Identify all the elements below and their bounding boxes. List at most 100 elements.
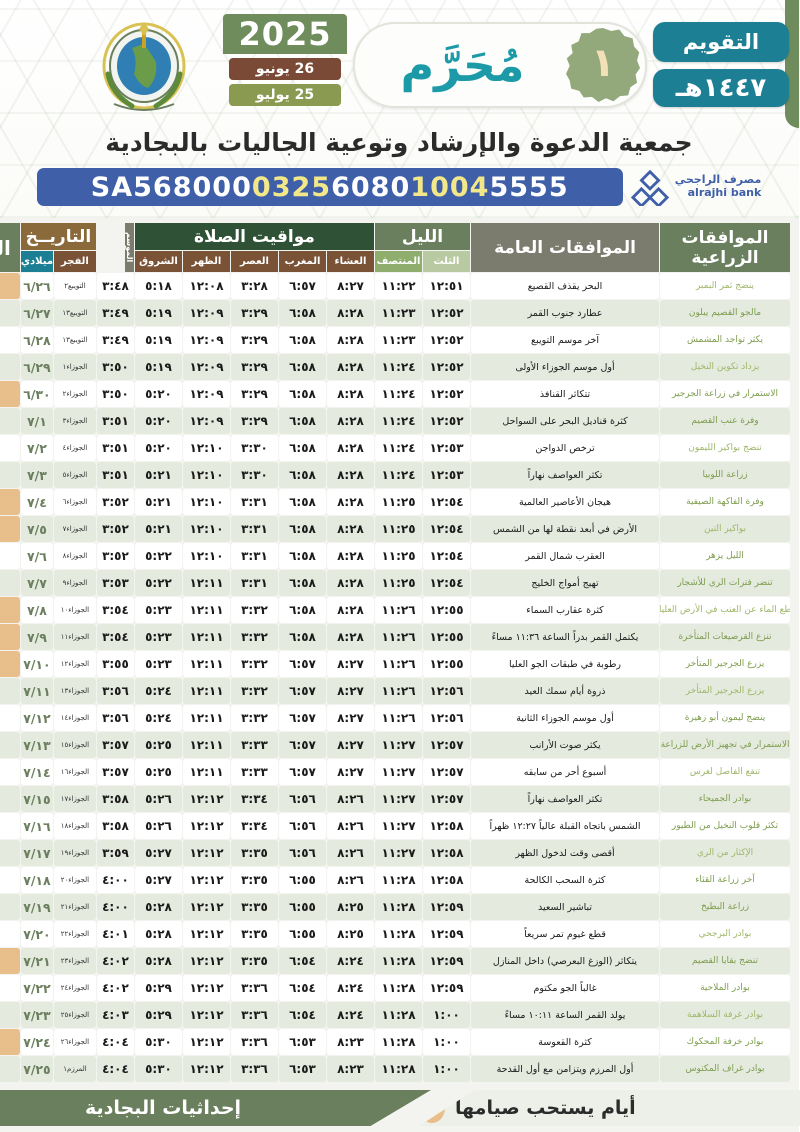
cell-isha: ٨:٢٨ bbox=[327, 624, 375, 650]
cell-asr: ٣:٣٤ bbox=[231, 813, 279, 839]
cell-season: الجوزاء٦ bbox=[54, 489, 97, 515]
cell-agricultural: ينضج ثمر البمبر bbox=[661, 273, 791, 299]
page-header: التقويم الهجري ١٤٤٧هـ ١ مُحَرَّم 2025 26… bbox=[0, 0, 800, 126]
cell-maghrib: ٦:٥٥ bbox=[279, 894, 327, 920]
cell-season: الجوزاء٤ bbox=[54, 435, 97, 461]
cell-maghrib: ٦:٥٧ bbox=[279, 732, 327, 758]
cell-gregorian: ٦/٢٩ bbox=[21, 354, 54, 380]
cell-midnight: ١١:٢٤ bbox=[375, 462, 423, 488]
cell-dhuhr: ١٢:٠٩ bbox=[183, 354, 231, 380]
cell-midnight: ١١:٢٦ bbox=[375, 651, 423, 677]
cell-dhuhr: ١٢:٠٩ bbox=[183, 327, 231, 353]
cell-asr: ٣:٣٦ bbox=[231, 1029, 279, 1055]
month-number: ١ bbox=[591, 40, 617, 86]
cell-gregorian: ٧/١٠ bbox=[21, 651, 54, 677]
cell-dhuhr: ١٢:١٠ bbox=[183, 462, 231, 488]
fasting-legend: أيام يستحب صيامها bbox=[420, 1090, 800, 1126]
cell-shuruq: ٥:٢٨ bbox=[135, 894, 183, 920]
cell-gregorian: ٦/٢٦ bbox=[21, 273, 54, 299]
cell-season: الجوزاء٩ bbox=[54, 570, 97, 596]
cell-fajr: ٤:٠١ bbox=[97, 921, 135, 947]
th-agricultural: الموافقات الزراعية bbox=[661, 223, 791, 272]
cell-gregorian: ٦/٢٨ bbox=[21, 327, 54, 353]
cell-isha: ٨:٢٧ bbox=[327, 732, 375, 758]
bank-name-en: alrajhi bank bbox=[688, 186, 763, 199]
cell-shuruq: ٥:٢٠ bbox=[135, 435, 183, 461]
cell-gregorian: ٧/١٤ bbox=[21, 759, 54, 785]
table-row: تنزع القرصيعات المتأخرة يكتمل القمر بدراً… bbox=[0, 624, 791, 650]
th-maghrib: المغرب bbox=[279, 251, 327, 272]
iban-char: 2 bbox=[292, 171, 313, 203]
cell-hijri: ٧ bbox=[0, 435, 21, 461]
cell-fajr: ٣:٥٠ bbox=[97, 381, 135, 407]
table-row: يكثر تواجد المشمش آخر موسم التويبع ١٢:٥٢ ١١… bbox=[0, 327, 791, 353]
cell-fajr: ٣:٥٤ bbox=[97, 597, 135, 623]
cell-maghrib: ٦:٥٧ bbox=[279, 651, 327, 677]
cell-dhuhr: ١٢:١٢ bbox=[183, 921, 231, 947]
cell-midnight: ١١:٢٢ bbox=[375, 273, 423, 299]
month-number-medallion: ١ bbox=[567, 28, 641, 102]
cell-gregorian: ٧/١٩ bbox=[21, 894, 54, 920]
table-row: بوادر غراف المكتوس أول المرزم ويتزامن مع … bbox=[0, 1056, 791, 1082]
cell-fajr: ٣:٥٢ bbox=[97, 489, 135, 515]
cell-maghrib: ٦:٥٤ bbox=[279, 975, 327, 1001]
cell-agricultural: قطع الماء عن العنب في الأرض العليلة bbox=[661, 597, 791, 623]
cell-midnight: ١١:٢٨ bbox=[375, 921, 423, 947]
bank-brand: مصرف الراجحي alrajhi bank bbox=[631, 168, 763, 206]
cell-asr: ٣:٣٢ bbox=[231, 597, 279, 623]
cell-general: الشمس باتجاه القبلة عالياً ١٢:٢٧ ظهراً bbox=[472, 813, 660, 839]
cell-fajr: ٣:٥٨ bbox=[97, 786, 135, 812]
cell-season: التويبع٢ bbox=[54, 273, 97, 299]
cell-agricultural: الاستمرار في تجهيز الأرض للزراعة bbox=[661, 732, 791, 758]
cell-third: ١٢:٥١ bbox=[424, 273, 471, 299]
cell-maghrib: ٦:٥٨ bbox=[279, 624, 327, 650]
cell-season: الجوزاء٢٢ bbox=[54, 921, 97, 947]
cell-third: ١٢:٥٢ bbox=[424, 300, 471, 326]
cell-maghrib: ٦:٥٨ bbox=[279, 516, 327, 542]
iban-char: 3 bbox=[272, 171, 293, 203]
cell-third: ١٢:٥٣ bbox=[424, 435, 471, 461]
cell-third: ١٢:٥٨ bbox=[424, 813, 471, 839]
table-row: زراعة البطيخ تباشير السعيد ١٢:٥٩ ١١:٢٨ ٨:٢٥ ٦… bbox=[0, 894, 791, 920]
cell-isha: ٨:٢٦ bbox=[327, 867, 375, 893]
cell-agricultural: زراعة البطيخ bbox=[661, 894, 791, 920]
th-dhuhr: الظهر bbox=[183, 251, 231, 272]
donation-iban-row: مصرف الراجحي alrajhi bank SA568000032560… bbox=[0, 166, 800, 208]
cell-maghrib: ٦:٥٨ bbox=[279, 435, 327, 461]
cell-general: العقرب شمال القمر bbox=[472, 543, 660, 569]
cell-midnight: ١١:٢٨ bbox=[375, 1029, 423, 1055]
th-third: الثلث bbox=[424, 251, 471, 272]
cell-general: تهيج أمواج الخليج bbox=[472, 570, 660, 596]
cell-fajr: ٣:٤٨ bbox=[97, 273, 135, 299]
cell-midnight: ١١:٢٨ bbox=[375, 975, 423, 1001]
table-row: مالجو القصيم يبلون عطارد جنوب القمر ١٢:٥٢ ١… bbox=[0, 300, 791, 326]
cell-shuruq: ٥:٢١ bbox=[135, 516, 183, 542]
iban-char: S bbox=[91, 171, 113, 203]
cell-gregorian: ٧/١٥ bbox=[21, 786, 54, 812]
th-gregorian: ميلادي bbox=[22, 251, 54, 272]
cell-hijri: ٣ bbox=[0, 327, 21, 353]
cell-isha: ٨:٢٤ bbox=[327, 975, 375, 1001]
iban-char: 0 bbox=[193, 171, 214, 203]
cell-midnight: ١١:٢٦ bbox=[375, 705, 423, 731]
cell-dhuhr: ١٢:١٢ bbox=[183, 867, 231, 893]
cell-gregorian: ٧/٣ bbox=[21, 462, 54, 488]
bank-name-ar: مصرف الراجحي bbox=[675, 173, 763, 187]
cell-midnight: ١١:٢٧ bbox=[375, 840, 423, 866]
cell-shuruq: ٥:١٩ bbox=[135, 354, 183, 380]
cell-agricultural: زراعة اللوبيا bbox=[661, 462, 791, 488]
cell-asr: ٣:٢٩ bbox=[231, 327, 279, 353]
gregorian-year: 2025 bbox=[224, 14, 348, 54]
cell-season: التويبع١٣ bbox=[54, 300, 97, 326]
cell-dhuhr: ١٢:٠٨ bbox=[183, 273, 231, 299]
cell-dhuhr: ١٢:١٢ bbox=[183, 894, 231, 920]
cell-maghrib: ٦:٥٣ bbox=[279, 1029, 327, 1055]
cell-isha: ٨:٢٨ bbox=[327, 462, 375, 488]
cell-isha: ٨:٢٤ bbox=[327, 948, 375, 974]
cell-general: أول موسم الجوزاء الأولى bbox=[472, 354, 660, 380]
cell-maghrib: ٦:٥٤ bbox=[279, 948, 327, 974]
table-row: الليل يزهر العقرب شمال القمر ١٢:٥٤ ١١:٢٥ ٨:٢… bbox=[0, 543, 791, 569]
iban-number[interactable]: SA5680000325608010045555 bbox=[37, 168, 624, 206]
cell-third: ١٢:٥٤ bbox=[424, 516, 471, 542]
alrajhi-logo-icon bbox=[631, 169, 670, 206]
